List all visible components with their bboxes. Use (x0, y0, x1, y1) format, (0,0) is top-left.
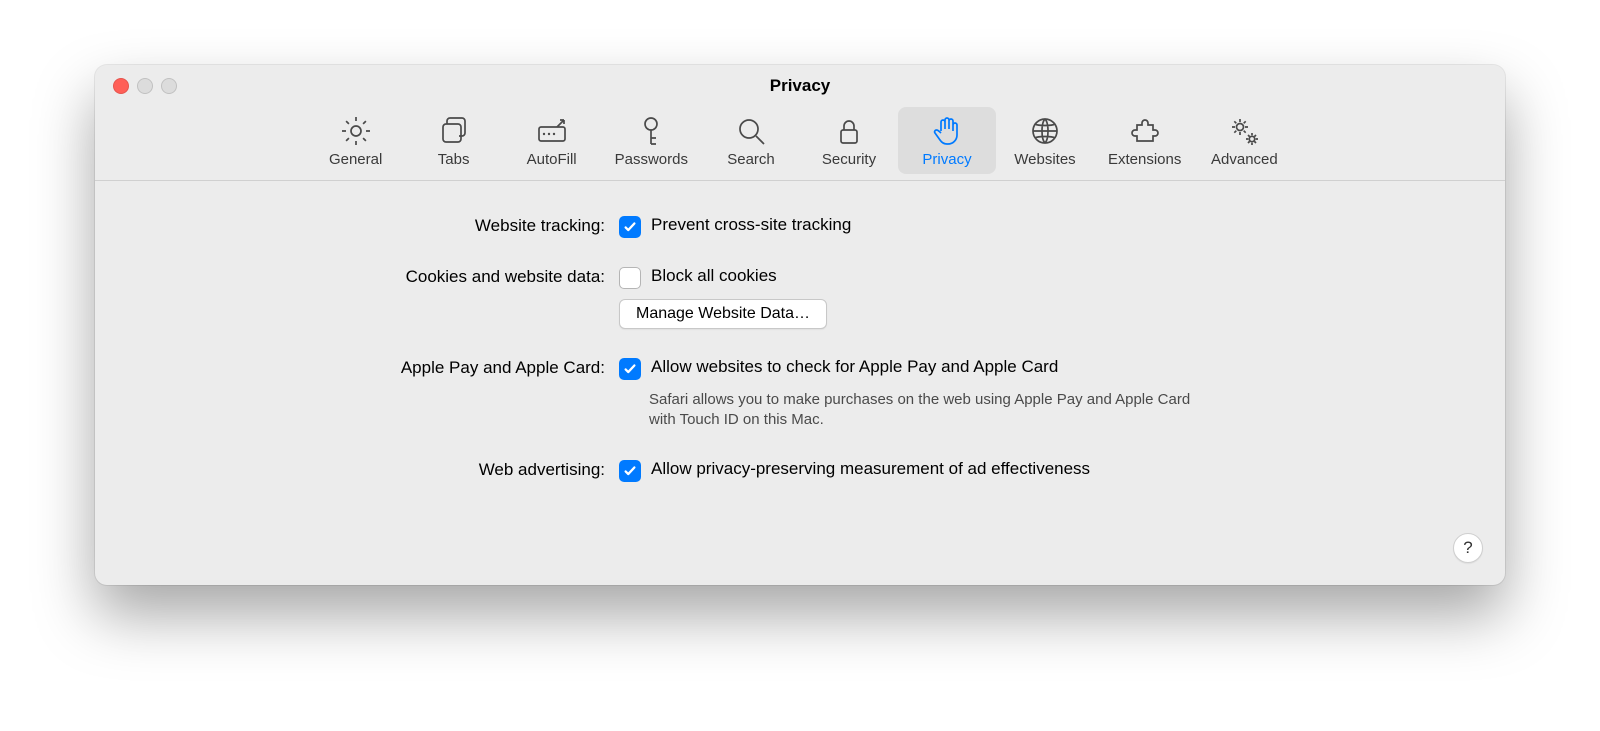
window-title: Privacy (95, 76, 1505, 96)
checkbox-label: Allow privacy-preserving measurement of … (651, 459, 1090, 479)
ad-measurement-checkbox[interactable] (619, 460, 641, 482)
setting-label: Website tracking: (135, 215, 619, 236)
checkbox-label: Allow websites to check for Apple Pay an… (651, 357, 1058, 377)
tab-label: Websites (1014, 151, 1075, 168)
search-icon (733, 113, 769, 149)
row-cookies: Cookies and website data: Block all cook… (135, 266, 1465, 329)
tab-label: Search (727, 151, 775, 168)
tab-websites[interactable]: Websites (996, 107, 1094, 174)
tab-passwords[interactable]: Passwords (601, 107, 702, 174)
row-website-tracking: Website tracking: Prevent cross-site tra… (135, 215, 1465, 238)
apple-pay-help-text: Safari allows you to make purchases on t… (649, 390, 1209, 431)
tab-general[interactable]: General (307, 107, 405, 174)
tab-autofill[interactable]: AutoFill (503, 107, 601, 174)
prevent-cross-site-tracking-checkbox[interactable] (619, 216, 641, 238)
setting-label: Web advertising: (135, 459, 619, 480)
lock-icon (831, 113, 867, 149)
tab-label: General (329, 151, 382, 168)
tab-label: Privacy (922, 151, 971, 168)
puzzle-icon (1127, 113, 1163, 149)
hand-icon (929, 113, 965, 149)
tab-advanced[interactable]: Advanced (1195, 107, 1293, 174)
tabs-icon (436, 113, 472, 149)
setting-label: Cookies and website data: (135, 266, 619, 287)
checkbox-label: Prevent cross-site tracking (651, 215, 851, 235)
checkbox-label: Block all cookies (651, 266, 777, 286)
tab-label: Extensions (1108, 151, 1181, 168)
tab-privacy[interactable]: Privacy (898, 107, 996, 174)
help-button[interactable]: ? (1453, 533, 1483, 563)
gear-icon (338, 113, 374, 149)
gears-icon (1226, 113, 1262, 149)
tab-label: Security (822, 151, 876, 168)
preferences-window: Privacy General Tabs AutoFill Password (95, 65, 1505, 585)
titlebar: Privacy (95, 65, 1505, 107)
tab-label: AutoFill (527, 151, 577, 168)
key-icon (633, 113, 669, 149)
block-all-cookies-checkbox[interactable] (619, 267, 641, 289)
tab-security[interactable]: Security (800, 107, 898, 174)
preferences-toolbar: General Tabs AutoFill Passwords Search (95, 107, 1505, 181)
tab-label: Tabs (438, 151, 470, 168)
tab-search[interactable]: Search (702, 107, 800, 174)
tab-tabs[interactable]: Tabs (405, 107, 503, 174)
row-apple-pay: Apple Pay and Apple Card: Allow websites… (135, 357, 1465, 431)
globe-icon (1027, 113, 1063, 149)
settings-content: Website tracking: Prevent cross-site tra… (95, 181, 1505, 502)
tab-label: Advanced (1211, 151, 1278, 168)
tab-label: Passwords (615, 151, 688, 168)
manage-website-data-button[interactable]: Manage Website Data… (619, 299, 827, 329)
row-web-advertising: Web advertising: Allow privacy-preservin… (135, 459, 1465, 482)
autofill-icon (534, 113, 570, 149)
tab-extensions[interactable]: Extensions (1094, 107, 1195, 174)
apple-pay-check-checkbox[interactable] (619, 358, 641, 380)
setting-label: Apple Pay and Apple Card: (135, 357, 619, 378)
